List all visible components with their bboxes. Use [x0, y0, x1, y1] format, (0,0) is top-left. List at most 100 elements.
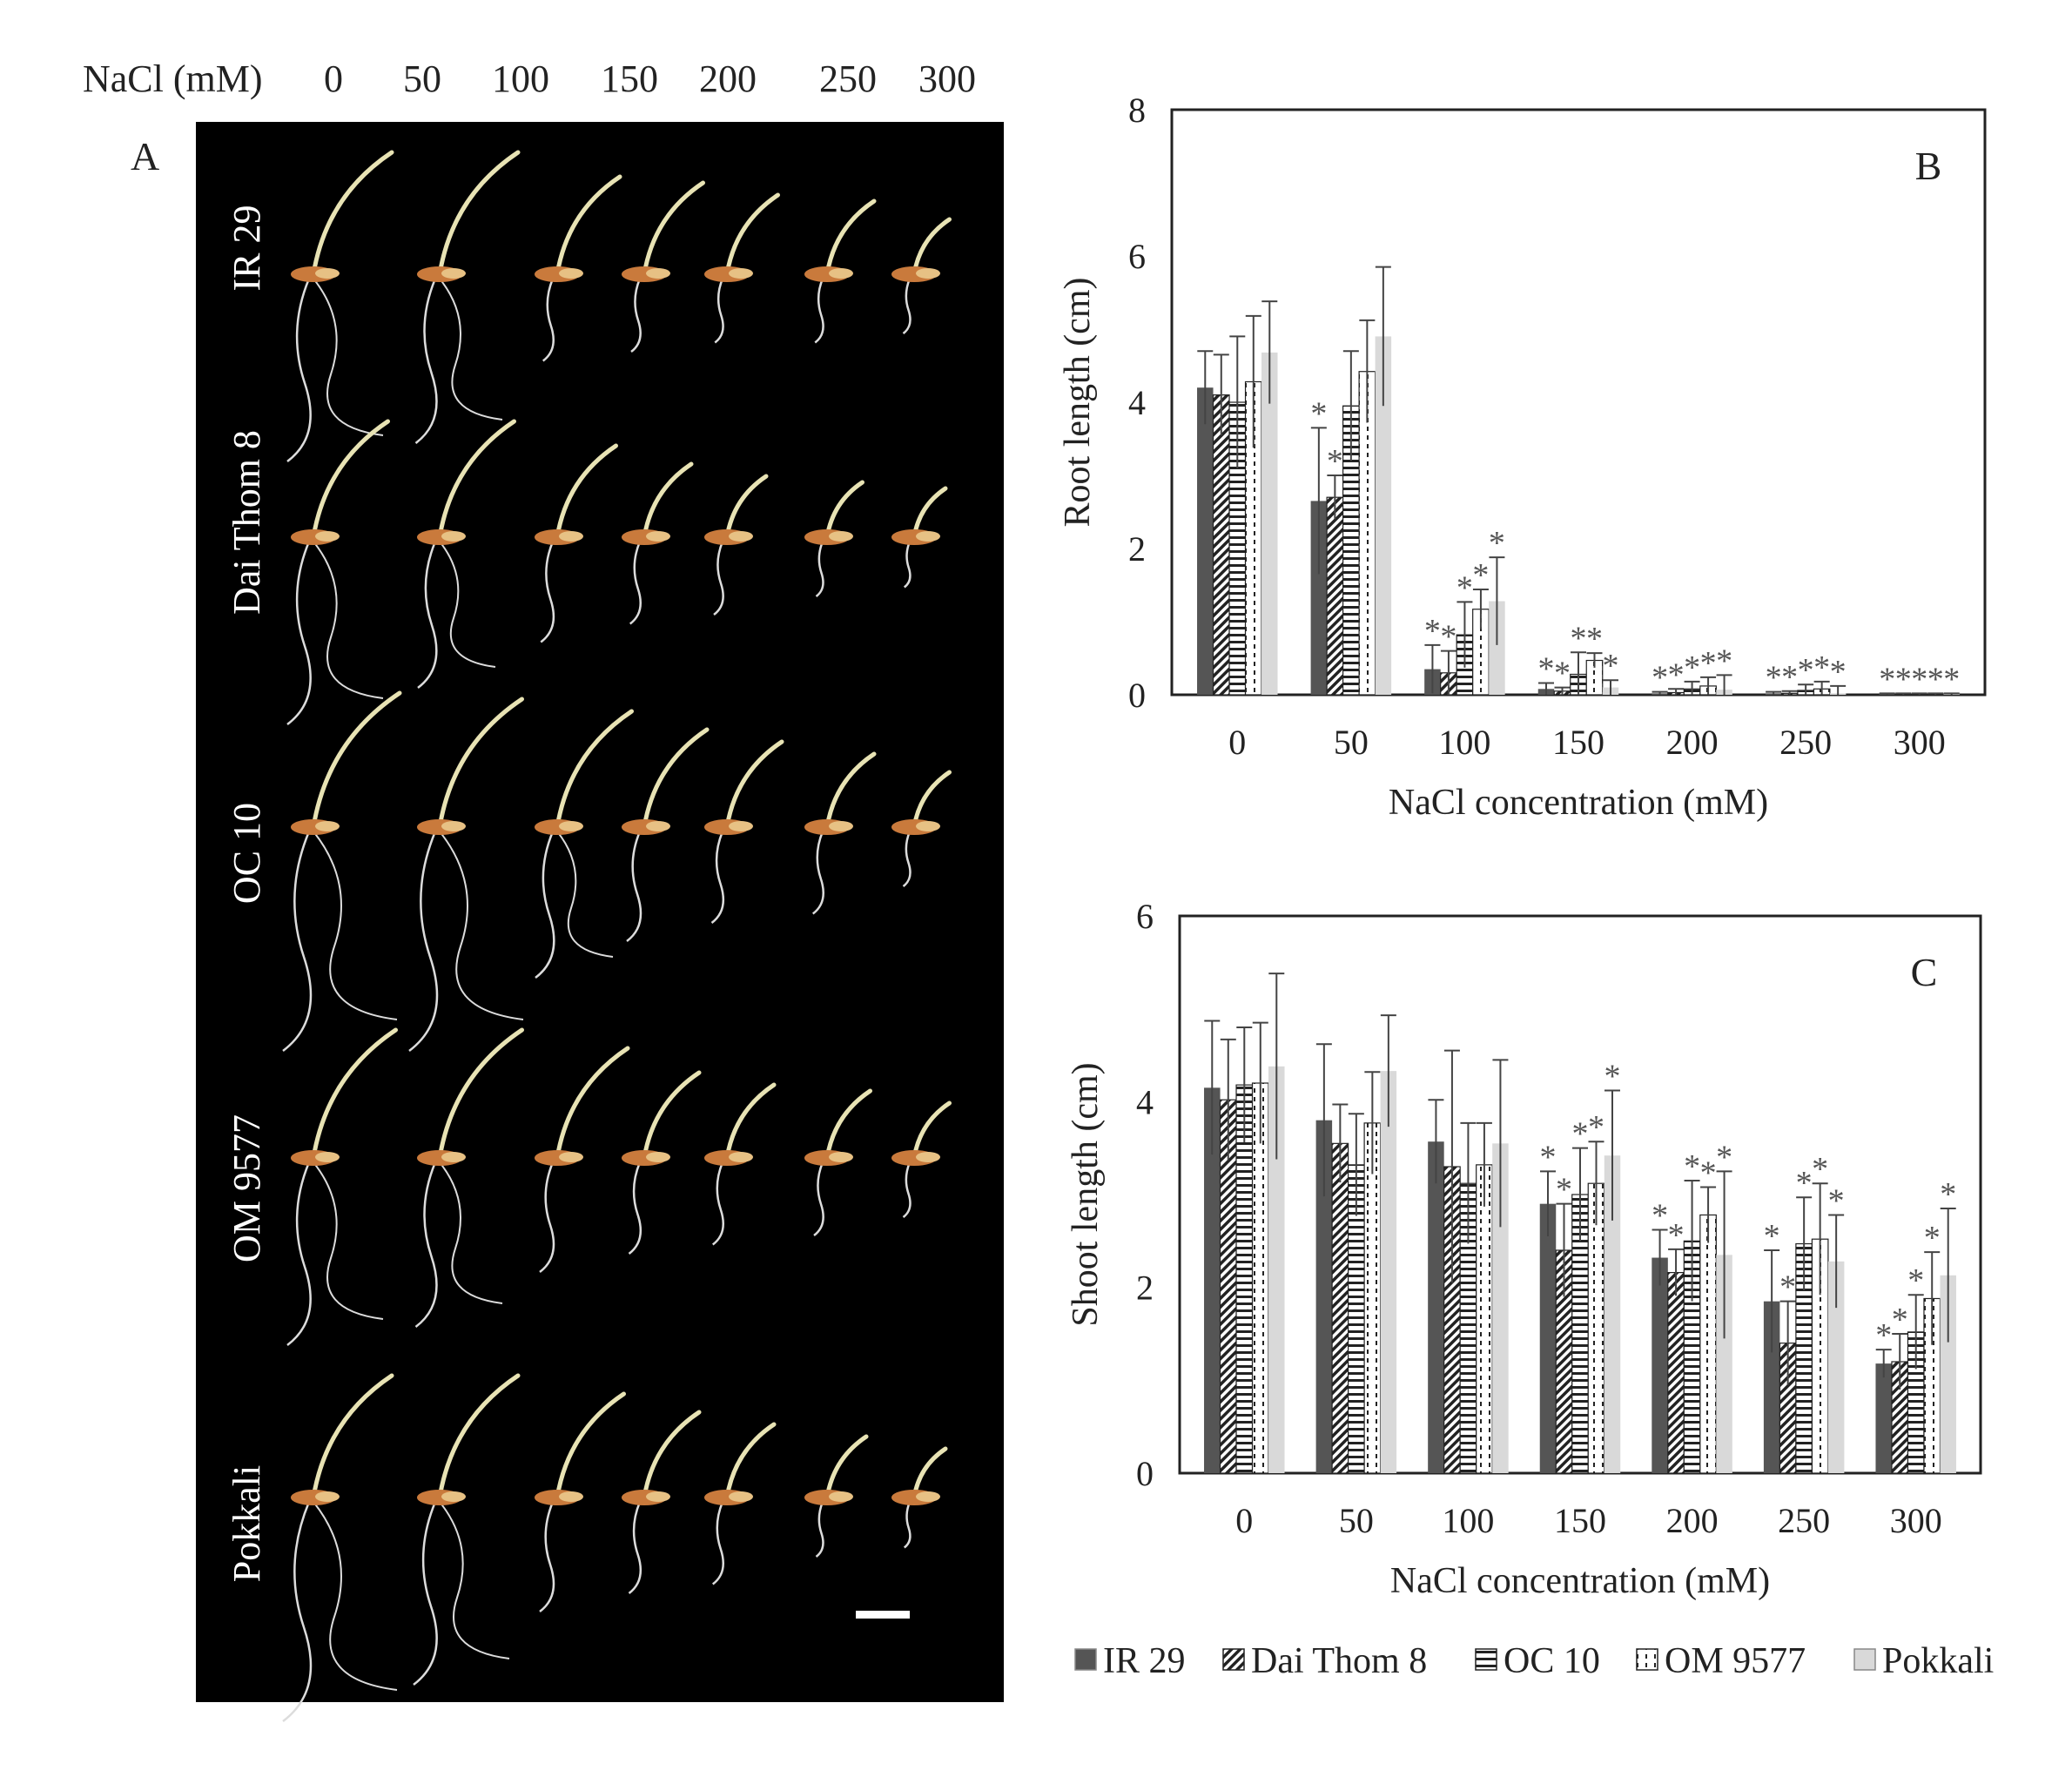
error-bar: [1540, 1170, 1556, 1236]
bar-pokkali: [1716, 1255, 1732, 1473]
significance-marker: *: [1489, 525, 1505, 562]
error-bar: [1668, 1248, 1685, 1296]
significance-marker: *: [1556, 1172, 1572, 1208]
significance-marker: *: [1940, 1176, 1956, 1213]
significance-marker: *: [1540, 1139, 1557, 1175]
x-tick-label: 50: [1339, 1501, 1374, 1540]
seedling-photo-content: [282, 150, 952, 1722]
seedling: [704, 474, 769, 616]
nacl-header-value: 300: [918, 57, 976, 100]
seedling: [622, 1070, 702, 1255]
legend-label: OC 10: [1504, 1641, 1600, 1681]
error-bar: [1830, 684, 1847, 695]
cultivar-row-label: OC 10: [225, 803, 268, 904]
significance-marker: *: [1700, 645, 1717, 682]
significance-marker: *: [1924, 1220, 1941, 1256]
error-bar: [1828, 1214, 1845, 1309]
legend-swatch: [1853, 1648, 1876, 1671]
error-bar: [1684, 680, 1700, 695]
error-bar: [1684, 1180, 1700, 1302]
error-bar: [1766, 690, 1782, 695]
seedling: [282, 690, 402, 1052]
x-axis-label: NaCl concentration (mM): [1389, 783, 1768, 823]
seedling: [891, 217, 952, 334]
seedling: [535, 1391, 626, 1612]
significance-marker: *: [1798, 652, 1814, 689]
legend-swatch: [1475, 1648, 1497, 1671]
x-tick-label: 200: [1666, 1501, 1719, 1540]
seedling: [286, 419, 390, 725]
seedling: [286, 1027, 398, 1346]
error-bar: [1380, 1014, 1396, 1127]
bar-pokkali: [1827, 1261, 1845, 1473]
seedling: [622, 727, 710, 942]
significance-marker: *: [1700, 1154, 1717, 1191]
error-bar: [1489, 556, 1505, 645]
significance-marker: *: [1813, 650, 1830, 686]
bar-ir29: [1428, 1141, 1444, 1473]
panel-letter: B: [1915, 144, 1942, 188]
bar-ir29: [1539, 1203, 1557, 1473]
seedling: [804, 1434, 869, 1558]
error-bar: [1440, 650, 1456, 695]
panel-a-letter: A: [131, 134, 159, 178]
error-bar: [1879, 692, 1895, 695]
significance-marker: *: [1472, 557, 1489, 594]
cultivar-row-label: IR 29: [225, 205, 268, 292]
error-bar: [1252, 1021, 1268, 1144]
seedling: [282, 1373, 398, 1722]
error-bar: [1652, 690, 1668, 695]
bar-om-9577: [1699, 1214, 1717, 1474]
nacl-header-value: 250: [819, 57, 877, 100]
seedling: [535, 1046, 630, 1273]
x-tick-label: 50: [1334, 723, 1369, 762]
y-tick-label: 6: [1136, 897, 1154, 936]
error-bar: [1796, 1196, 1813, 1290]
bar-ir29: [1197, 387, 1214, 695]
y-tick-label: 4: [1128, 383, 1146, 422]
significance-marker: *: [1604, 1059, 1621, 1095]
significance-marker: *: [1456, 569, 1473, 606]
seedling-photo: [196, 122, 1004, 1702]
y-tick-label: 0: [1128, 676, 1146, 715]
error-bar: [1359, 319, 1376, 423]
bar-dai-thom-8: [1667, 1271, 1685, 1474]
seedling: [417, 419, 516, 689]
bar-ir29: [1763, 1301, 1780, 1473]
legend-swatch: [1636, 1648, 1658, 1671]
seedling: [891, 486, 948, 589]
bar-dai-thom-8: [1326, 496, 1344, 696]
panel-a: NaCl (mM) 0 50 100 150 200 250 300 A IR 29 Dai …: [83, 57, 1004, 1722]
significance-marker: *: [1830, 654, 1847, 690]
seedling: [535, 174, 622, 362]
error-bar: [1875, 1349, 1892, 1378]
x-tick-label: 100: [1438, 723, 1490, 762]
error-bar: [1443, 1049, 1460, 1283]
error-bar: [1603, 679, 1618, 695]
significance-marker: *: [1875, 1317, 1892, 1354]
seedling: [704, 1082, 777, 1246]
seedling: [804, 199, 877, 344]
error-bar: [1229, 335, 1246, 468]
nacl-header-values: 0 50 100 150 200 250 300: [324, 57, 976, 100]
bar-pokkali: [1604, 1155, 1621, 1473]
x-tick-label: 150: [1554, 1501, 1606, 1540]
error-bar: [1460, 1121, 1477, 1244]
nacl-header-value: 0: [324, 57, 343, 100]
bar-om-9577: [1363, 1122, 1382, 1474]
significance-marker: *: [1796, 1165, 1813, 1201]
error-bar: [1779, 1300, 1796, 1385]
seedling: [535, 443, 618, 643]
significance-marker: *: [1779, 1269, 1796, 1306]
bar-pokkali: [1380, 1071, 1397, 1473]
error-bar: [1924, 1251, 1941, 1345]
error-bar: [1327, 475, 1343, 520]
error-bar: [1310, 427, 1327, 575]
error-bar: [1197, 350, 1214, 425]
seedling: [408, 697, 524, 1052]
bar-pokkali: [1940, 1275, 1956, 1473]
seedling: [891, 770, 952, 887]
x-tick-label: 0: [1235, 1501, 1253, 1540]
error-bar: [1940, 1208, 1956, 1343]
